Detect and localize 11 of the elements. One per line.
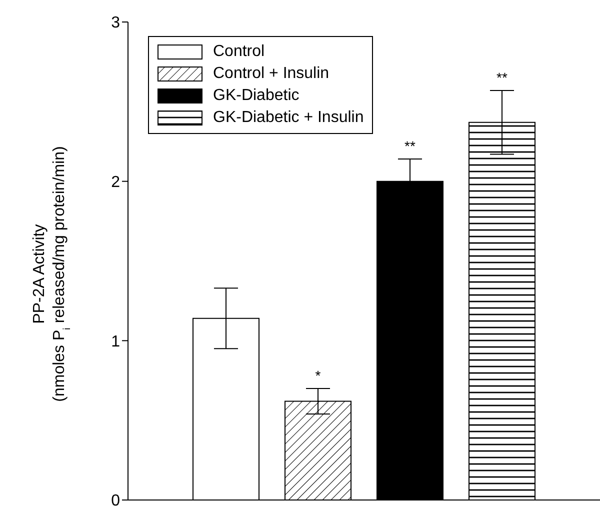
legend-label: Control + Insulin: [213, 64, 330, 84]
y-tick-label: 0: [111, 492, 120, 510]
y-tick-label: 2: [111, 174, 120, 192]
data-label: **: [496, 70, 508, 86]
legend-label: GK-Diabetic: [213, 86, 300, 106]
y-tick-label: 3: [111, 14, 120, 32]
legend-label: GK-Diabetic + Insulin: [213, 108, 364, 128]
y-tick-label: 1: [111, 333, 120, 350]
data-label: **: [404, 138, 416, 154]
data-label: *: [315, 367, 322, 384]
legend-label: Control: [213, 42, 265, 62]
